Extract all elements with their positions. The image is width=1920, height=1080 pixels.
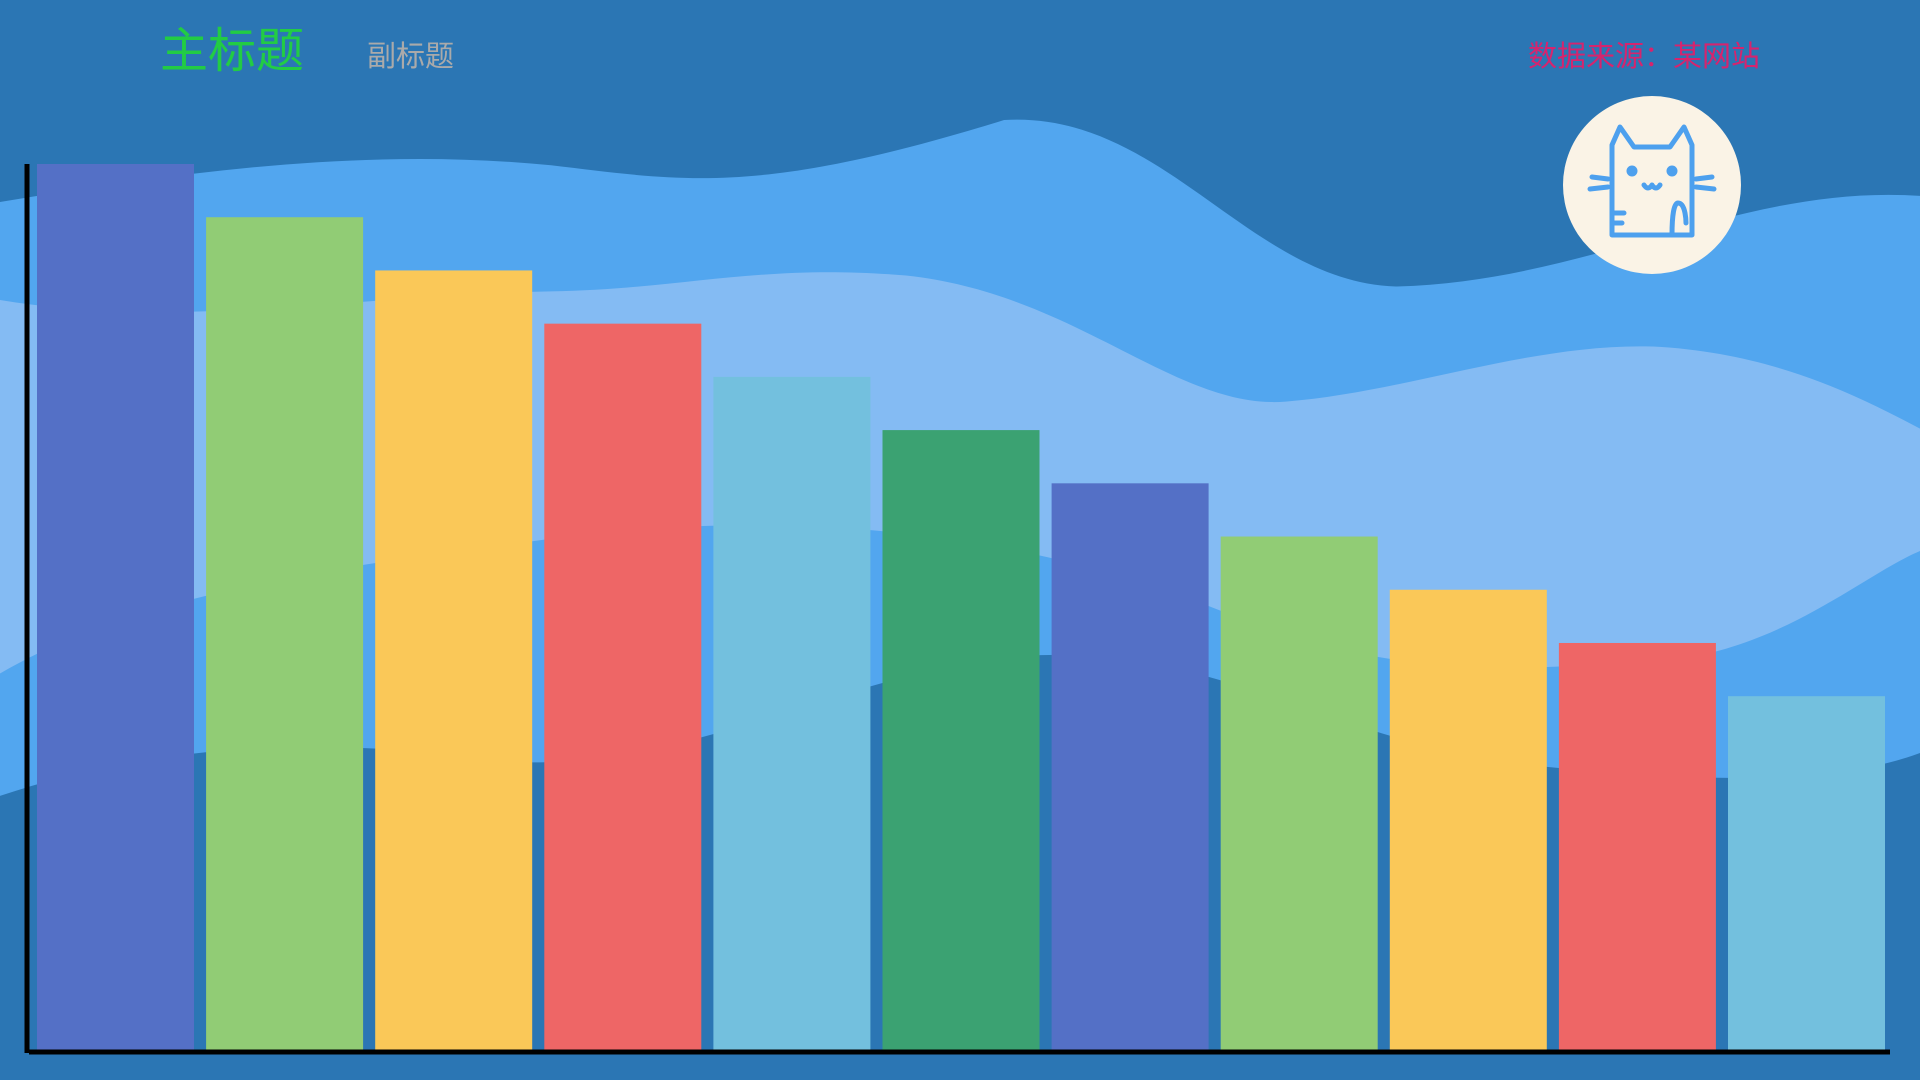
cat-icon xyxy=(1587,124,1717,238)
bar xyxy=(544,323,702,1051)
bar xyxy=(1051,483,1209,1051)
bar xyxy=(713,376,871,1051)
bar xyxy=(1389,589,1547,1051)
bar xyxy=(37,164,194,1051)
chart-subtitle: 副标题 xyxy=(367,39,454,73)
bar xyxy=(1220,536,1378,1051)
bar xyxy=(1558,642,1716,1051)
logo xyxy=(1563,96,1741,274)
bar xyxy=(375,270,533,1051)
chart-title: 主标题 xyxy=(160,23,304,79)
source-note: 数据来源：某网站 xyxy=(1528,39,1760,73)
bar xyxy=(206,217,364,1052)
bar xyxy=(1728,696,1885,1051)
bar xyxy=(882,430,1040,1052)
